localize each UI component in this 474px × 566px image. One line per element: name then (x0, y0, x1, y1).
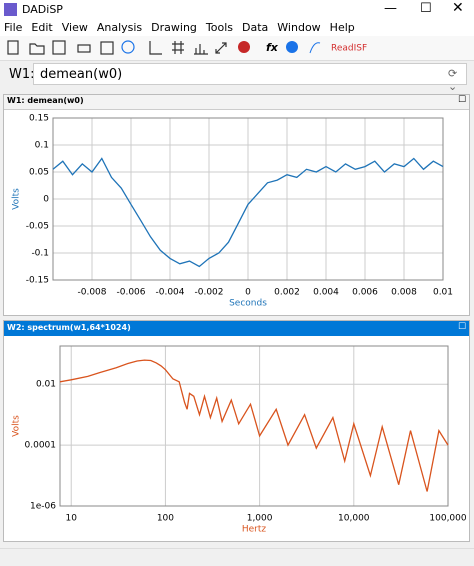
w2-title: W2: spectrum(w1,64*1024) (7, 323, 131, 332)
minimize[interactable]: — (384, 1, 397, 16)
x-tick-label: 0.006 (352, 288, 378, 298)
x-tick-label: 100 (157, 514, 174, 524)
func-icon[interactable] (309, 42, 321, 54)
y-tick-label: 0.15 (29, 114, 49, 124)
x-tick-label: 0.004 (313, 288, 339, 298)
menu-item[interactable]: Window (277, 21, 321, 34)
menu-item[interactable]: Analysis (96, 21, 143, 34)
app-icon (4, 3, 17, 16)
x-axis-label: Seconds (229, 299, 267, 309)
window-w2[interactable]: W2: spectrum(w1,64*1024) ☐ (3, 320, 470, 542)
x-tick-label: 1,000 (247, 514, 273, 524)
y-axis-label: Volts (12, 188, 22, 210)
x-tick-label: 0 (245, 288, 251, 298)
fx-icon[interactable]: fx (266, 41, 279, 54)
y-tick-label: 0.05 (29, 168, 49, 178)
formula-dropdown[interactable]: ⟳ ⌄ (448, 67, 458, 93)
toolbar: fx ReadISF (0, 36, 474, 61)
y-tick-label: -0.05 (26, 222, 49, 232)
x-tick-label: 10 (66, 514, 78, 524)
grid-icon[interactable] (172, 41, 184, 54)
preview-icon[interactable] (100, 41, 114, 55)
menu-item[interactable]: View (61, 21, 88, 34)
x-tick-label: 0.002 (274, 288, 300, 298)
y-tick-label: 0.0001 (25, 441, 57, 451)
y-tick-label: 0.1 (35, 141, 49, 151)
menu-item[interactable]: Tools (205, 21, 234, 34)
readisf-button[interactable]: ReadISF (331, 44, 367, 54)
y-tick-label: 0.01 (36, 380, 56, 390)
w2-header: W2: spectrum(w1,64*1024) ☐ (4, 321, 469, 336)
formula-text: demean(w0) (40, 67, 123, 82)
window-w1[interactable]: W1: demean(w0) ☐ (3, 94, 470, 316)
bar-icon[interactable] (194, 44, 208, 55)
formula-label: W1: (9, 67, 35, 82)
info-icon[interactable] (121, 40, 135, 54)
x-tick-label: 0.008 (391, 288, 417, 298)
series-line (59, 359, 449, 492)
menu-item[interactable]: Help (329, 21, 355, 34)
w1-max[interactable]: ☐ (458, 95, 467, 105)
close[interactable]: ✕ (452, 0, 464, 16)
menu-item[interactable]: Data (242, 21, 269, 34)
y-axis-label: Volts (12, 415, 22, 437)
save-icon[interactable] (52, 40, 66, 55)
x-tick-label: -0.008 (77, 288, 106, 298)
y-tick-label: 0 (43, 195, 49, 205)
axes-icon[interactable] (149, 41, 162, 55)
menu-item[interactable]: Drawing (151, 21, 197, 34)
toolbar-icons: fx ReadISF (7, 40, 367, 55)
expand-icon[interactable] (215, 42, 227, 54)
title-bar: DADiSP — ☐ ✕ (0, 0, 474, 20)
y-tick-label: -0.1 (31, 249, 49, 259)
x-tick-label: -0.006 (116, 288, 145, 298)
y-tick-label: -0.15 (26, 276, 49, 286)
menu-bar: File Edit View Analysis Drawing Tools Data Wind… (0, 20, 474, 36)
x-axis-label: Hertz (242, 525, 267, 535)
open-icon[interactable] (29, 43, 45, 55)
print-icon[interactable] (77, 44, 91, 53)
window-title: DADiSP (22, 3, 63, 16)
y-tick-label: 1e-06 (30, 502, 56, 512)
help-icon[interactable] (286, 41, 298, 53)
new-icon[interactable] (7, 40, 19, 55)
w1-header: W1: demean(w0) ☐ (4, 95, 469, 110)
plot-frame (59, 345, 449, 507)
x-tick-label: 0.01 (433, 288, 453, 298)
x-tick-label: -0.002 (194, 288, 223, 298)
plot-frame (52, 117, 444, 281)
stop-icon[interactable] (238, 41, 250, 53)
w2-max[interactable]: ☐ (458, 322, 467, 332)
maximize[interactable]: ☐ (420, 1, 432, 16)
x-tick-label: 10,000 (338, 514, 370, 524)
w1-title: W1: demean(w0) (7, 96, 84, 105)
x-tick-label: -0.004 (155, 288, 184, 298)
formula-input[interactable]: demean(w0) ⟳ ⌄ (33, 63, 467, 93)
menu-item[interactable]: File (4, 21, 23, 34)
x-tick-label: 100,000 (429, 514, 466, 524)
series-line (52, 157, 444, 268)
status-bar (0, 548, 474, 566)
menu-item[interactable]: Edit (31, 21, 53, 34)
